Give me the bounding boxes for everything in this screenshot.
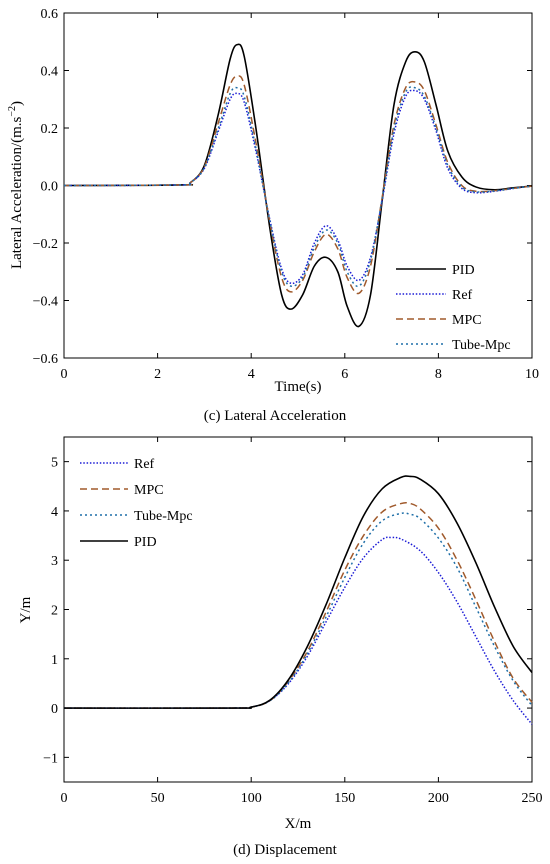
x-tick-label: 0: [61, 791, 68, 806]
legend-label: Tube-Mpc: [134, 509, 193, 524]
y-tick-label: 0.4: [41, 65, 59, 80]
legend-label: MPC: [134, 483, 164, 498]
x-tick-label: 6: [341, 367, 348, 382]
y-tick-label: 2: [51, 604, 58, 619]
series-line-tube-mpc: [63, 86, 533, 288]
y-tick-label: 4: [51, 505, 58, 520]
y-tick-label: 0.6: [41, 7, 59, 22]
x-tick-label: 10: [525, 367, 539, 382]
y-tick-labels: −1 0 1 2 3 4 5: [43, 456, 58, 767]
y-tick-label: −0.4: [33, 295, 58, 310]
chart-displacement: −1 0 1 2 3 4 5 0 50 100 150 200 250 X/m Y/m (d) Dis…: [18, 436, 543, 858]
x-tick-label: 150: [334, 791, 355, 806]
y-tick-label: 0: [51, 702, 58, 717]
y-tick-label: 1: [51, 653, 58, 668]
series-line-pid: [63, 43, 533, 328]
x-tick-label: 100: [241, 791, 262, 806]
series-line-ref: [63, 536, 533, 725]
x-tick-label: 250: [522, 791, 543, 806]
x-tick-label: 8: [435, 367, 442, 382]
legend-label: Ref: [134, 457, 155, 472]
legend-label: MPC: [452, 313, 482, 328]
legend-label: Tube-Mpc: [452, 338, 511, 353]
y-tick-labels: −0.6 −0.4 −0.2 0.0 0.2 0.4 0.6: [33, 7, 58, 367]
y-tick-label: −0.2: [33, 237, 58, 252]
x-axis-label: X/m: [285, 816, 312, 832]
y-tick-label: −0.6: [33, 352, 58, 367]
chart-caption: (c) Lateral Acceleration: [204, 408, 347, 424]
y-tick-label: 0.2: [41, 122, 59, 137]
series-line-mpc: [63, 75, 533, 295]
y-axis-label: Lateral Acceleration/(m.s−2): [7, 101, 25, 269]
y-tick-label: 3: [51, 554, 58, 569]
x-tick-label: 4: [248, 367, 255, 382]
y-tick-label: 0.0: [41, 180, 59, 195]
legend-label: Ref: [452, 288, 473, 303]
chart-lateral-acceleration: −0.6 −0.4 −0.2 0.0 0.2 0.4 0.6 0 2 4 6 8 10 Time(s)…: [7, 7, 539, 424]
legend-label: PID: [134, 535, 157, 550]
series-lines: [63, 475, 533, 725]
series-line-ref: [63, 89, 533, 285]
x-tick-label: 200: [428, 791, 449, 806]
legend-label: PID: [452, 263, 475, 278]
series-line-pid: [63, 475, 533, 709]
x-axis-label: Time(s): [275, 379, 322, 395]
x-tick-labels: 0 2 4 6 8 10: [61, 367, 540, 382]
x-tick-labels: 0 50 100 150 200 250: [61, 791, 543, 806]
x-tick-label: 0: [61, 367, 68, 382]
series-lines: [63, 43, 533, 328]
x-tick-label: 2: [154, 367, 161, 382]
legend: PID Ref MPC Tube-Mpc: [396, 263, 511, 353]
y-tick-label: −1: [43, 751, 58, 766]
axis-ticks: [63, 12, 533, 359]
y-axis-label: Y/m: [18, 596, 34, 623]
legend: Ref MPC Tube-Mpc PID: [80, 457, 193, 550]
y-tick-label: 5: [51, 456, 58, 471]
chart-caption: (d) Displacement: [233, 842, 338, 858]
x-tick-label: 50: [151, 791, 165, 806]
